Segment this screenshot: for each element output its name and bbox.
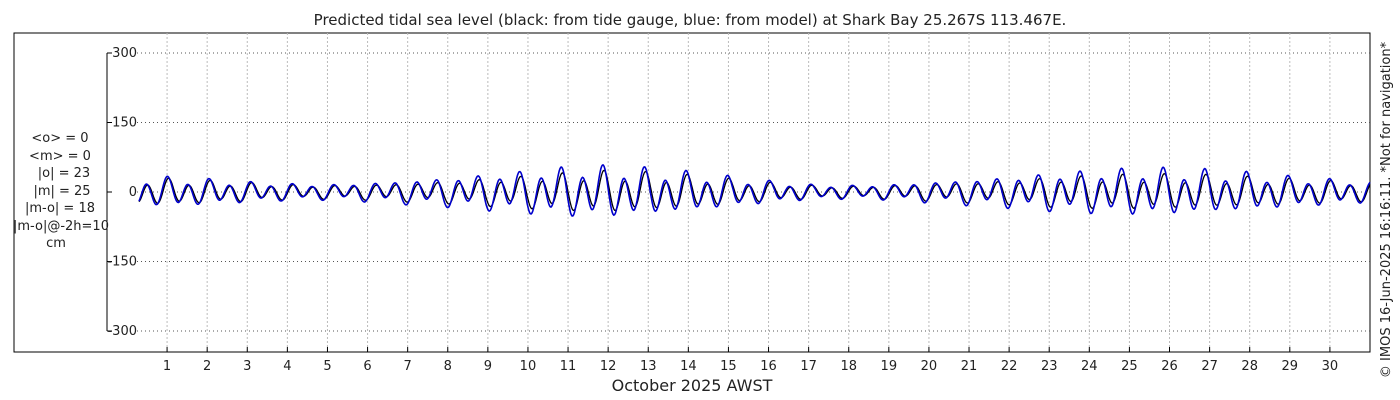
- series-lines: [138, 164, 1371, 217]
- x-tick-label: 20: [921, 359, 938, 374]
- x-tick-label: 24: [1081, 359, 1098, 374]
- x-tick-label: 15: [720, 359, 737, 374]
- x-tick-label: 21: [961, 359, 978, 374]
- x-tick-label: 28: [1241, 359, 1258, 374]
- x-tick-label: 17: [800, 359, 817, 374]
- x-tick-label: 30: [1322, 359, 1339, 374]
- x-tick-label: 16: [760, 359, 777, 374]
- x-tick-label: 4: [283, 359, 291, 374]
- chart-title: Predicted tidal sea level (black: from t…: [314, 11, 1067, 29]
- stats-line: |o| = 23: [38, 166, 90, 181]
- stats-block: <o> = 0 <m> = 0 |o| = 23 |m| = 25 |m-o| = 18…: [13, 131, 109, 251]
- y-tick-label: -300: [107, 324, 137, 339]
- stats-line: |m| = 25: [33, 184, 90, 199]
- x-tick-label: 27: [1201, 359, 1218, 374]
- x-tick-label: 12: [600, 359, 617, 374]
- x-tick-label: 11: [560, 359, 577, 374]
- x-tick-label: 26: [1161, 359, 1178, 374]
- copyright-note: © IMOS 16-Jun-2025 16:16:11. *Not for na…: [1379, 41, 1394, 378]
- x-tick-label: 2: [203, 359, 211, 374]
- tide-gauge-series: [138, 169, 1371, 212]
- x-tick-label: 9: [484, 359, 492, 374]
- stats-line: |m-o|@-2h=10: [13, 219, 109, 234]
- x-tick-label: 7: [404, 359, 412, 374]
- x-tick-label: 23: [1041, 359, 1058, 374]
- x-tick-label: 19: [881, 359, 898, 374]
- x-tick-label: 29: [1282, 359, 1299, 374]
- x-tick-label: 5: [323, 359, 331, 374]
- x-tick-label: 22: [1001, 359, 1018, 374]
- x-tick-label: 3: [243, 359, 251, 374]
- stats-line: <o> = 0: [31, 131, 88, 146]
- y-tick-label: 300: [112, 46, 137, 61]
- y-tick-label: 0: [129, 185, 137, 200]
- stats-line: cm: [46, 236, 66, 251]
- x-tick-label: 6: [363, 359, 371, 374]
- x-axis: 1 2 3 4 5 6 7 8 9 10 11 12 13 14 15 16 17 18 19 20 21 22 23 24 2…: [137, 347, 1370, 374]
- x-tick-label: 13: [640, 359, 657, 374]
- model-series: [138, 164, 1371, 217]
- x-tick-label: 10: [520, 359, 537, 374]
- y-tick-label: 150: [112, 116, 137, 131]
- x-tick-label: 14: [680, 359, 697, 374]
- stats-line: |m-o| = 18: [25, 201, 95, 216]
- x-tick-label: 18: [840, 359, 857, 374]
- x-tick-label: 25: [1121, 359, 1138, 374]
- x-tick-label: 8: [444, 359, 452, 374]
- stats-line: <m> = 0: [29, 149, 91, 164]
- y-axis: 300 150 0 -150 -300: [106, 46, 137, 339]
- x-axis-label: October 2025 AWST: [612, 376, 773, 395]
- y-tick-label: -150: [107, 255, 137, 270]
- x-tick-label: 1: [163, 359, 171, 374]
